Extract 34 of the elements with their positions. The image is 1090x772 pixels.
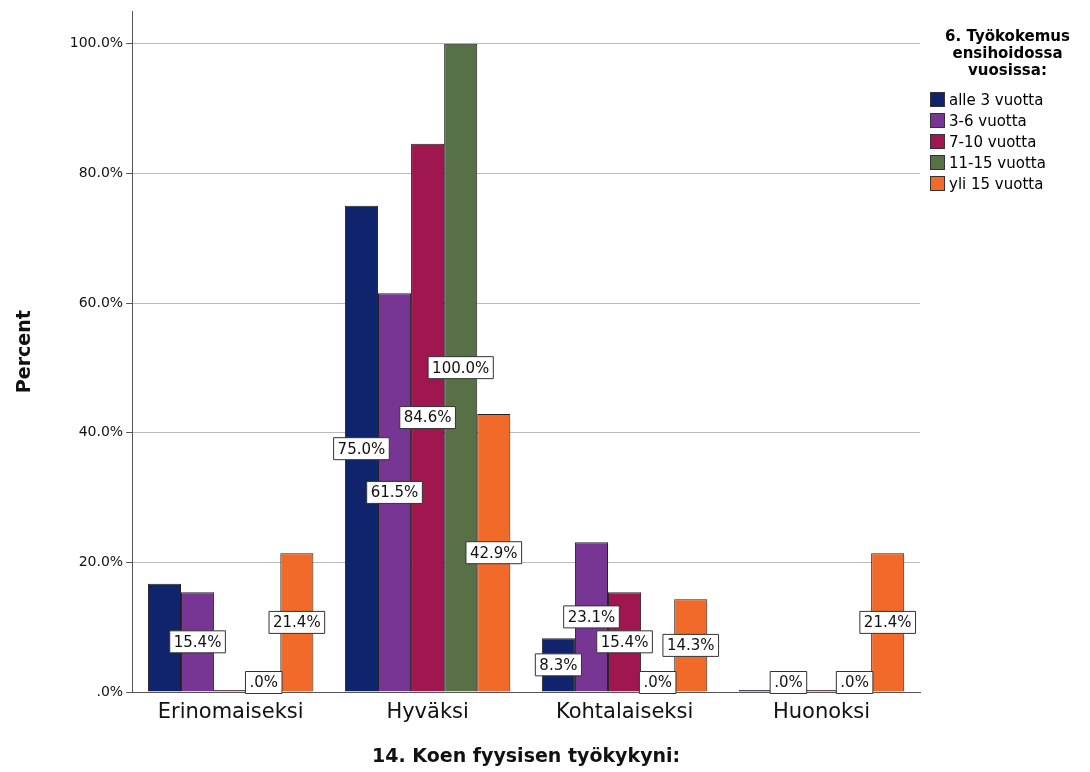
data-label: 8.3% [539, 655, 578, 674]
data-label: 84.6% [403, 408, 452, 427]
data-label: 15.4% [600, 632, 649, 651]
y-tick-label: 40.0% [78, 423, 124, 440]
data-label: 21.4% [863, 613, 912, 632]
y-tick-label: 100.0% [69, 34, 124, 51]
data-label: 75.0% [337, 439, 386, 458]
x-tick-label: Kohtalaiseksi [555, 699, 694, 724]
legend-label: 11-15 vuotta [949, 153, 1046, 172]
legend-label: alle 3 vuotta [949, 90, 1044, 109]
legend-label: 3-6 vuotta [949, 111, 1027, 130]
data-label: 21.4% [273, 613, 321, 632]
data-label: 15.4% [173, 632, 222, 651]
legend-label: yli 15 vuotta [949, 174, 1044, 193]
y-axis-title: Percent [12, 310, 35, 394]
y-tick-label: 60.0% [78, 293, 124, 310]
data-label: .0% [643, 673, 672, 692]
data-label: 23.1% [567, 607, 616, 626]
x-tick-label: Huonoksi [773, 699, 871, 724]
legend-title: 6. Työkokemus ensihoidossa vuosissa: [944, 27, 1071, 79]
data-label: 61.5% [370, 483, 419, 502]
data-label: 100.0% [432, 358, 490, 377]
y-tick-label: 80.0% [78, 164, 124, 181]
x-axis-title: 14. Koen fyysisen työkykyni: [372, 743, 681, 766]
y-tick-label: 20.0% [78, 553, 124, 569]
legend-label: 7-10 vuotta [949, 132, 1037, 151]
data-label: 14.3% [666, 636, 715, 655]
x-tick-label: Hyväksi [386, 699, 469, 724]
data-label: .0% [249, 673, 279, 692]
data-label: .0% [774, 673, 803, 692]
x-tick-label: Erinomaiseksi [157, 699, 304, 724]
data-label: .0% [840, 673, 869, 692]
y-tick-label: .0% [96, 682, 124, 699]
data-label: 42.9% [469, 543, 518, 562]
